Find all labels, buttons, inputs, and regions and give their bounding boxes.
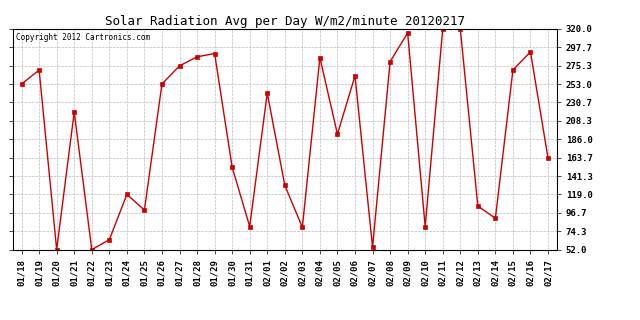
Text: Copyright 2012 Cartronics.com: Copyright 2012 Cartronics.com: [15, 33, 150, 42]
Title: Solar Radiation Avg per Day W/m2/minute 20120217: Solar Radiation Avg per Day W/m2/minute …: [105, 15, 465, 28]
